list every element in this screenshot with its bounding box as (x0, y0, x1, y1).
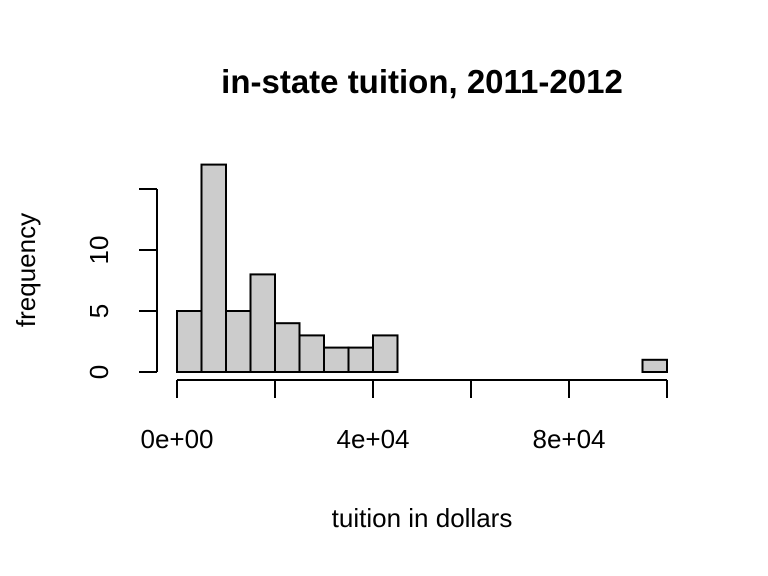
histogram-bar (323, 346, 350, 374)
x-tick-label: 8e+04 (532, 424, 605, 454)
histogram-bar (249, 273, 276, 373)
histogram-bar (641, 358, 668, 373)
y-tick-label: 0 (84, 365, 114, 379)
x-tick-label: 0e+00 (140, 424, 213, 454)
y-axis: 0 5 10 (84, 188, 158, 379)
x-axis: 0e+00 4e+04 8e+04 (140, 379, 668, 454)
y-tick-label: 5 (84, 304, 114, 318)
x-tick-label: 4e+04 (336, 424, 409, 454)
histogram-bar (372, 334, 399, 373)
y-tick-label: 10 (84, 236, 114, 265)
histogram-bar (298, 334, 325, 373)
histogram-bar (225, 310, 252, 373)
histogram-bar (200, 163, 227, 373)
histogram-bar (347, 346, 374, 374)
bars-group (176, 163, 668, 374)
y-axis-label: frequency (11, 213, 41, 327)
histogram-bar (176, 310, 203, 373)
chart-title: in-state tuition, 2011-2012 (221, 63, 623, 100)
x-axis-label: tuition in dollars (332, 503, 513, 533)
histogram-bar (274, 322, 301, 374)
